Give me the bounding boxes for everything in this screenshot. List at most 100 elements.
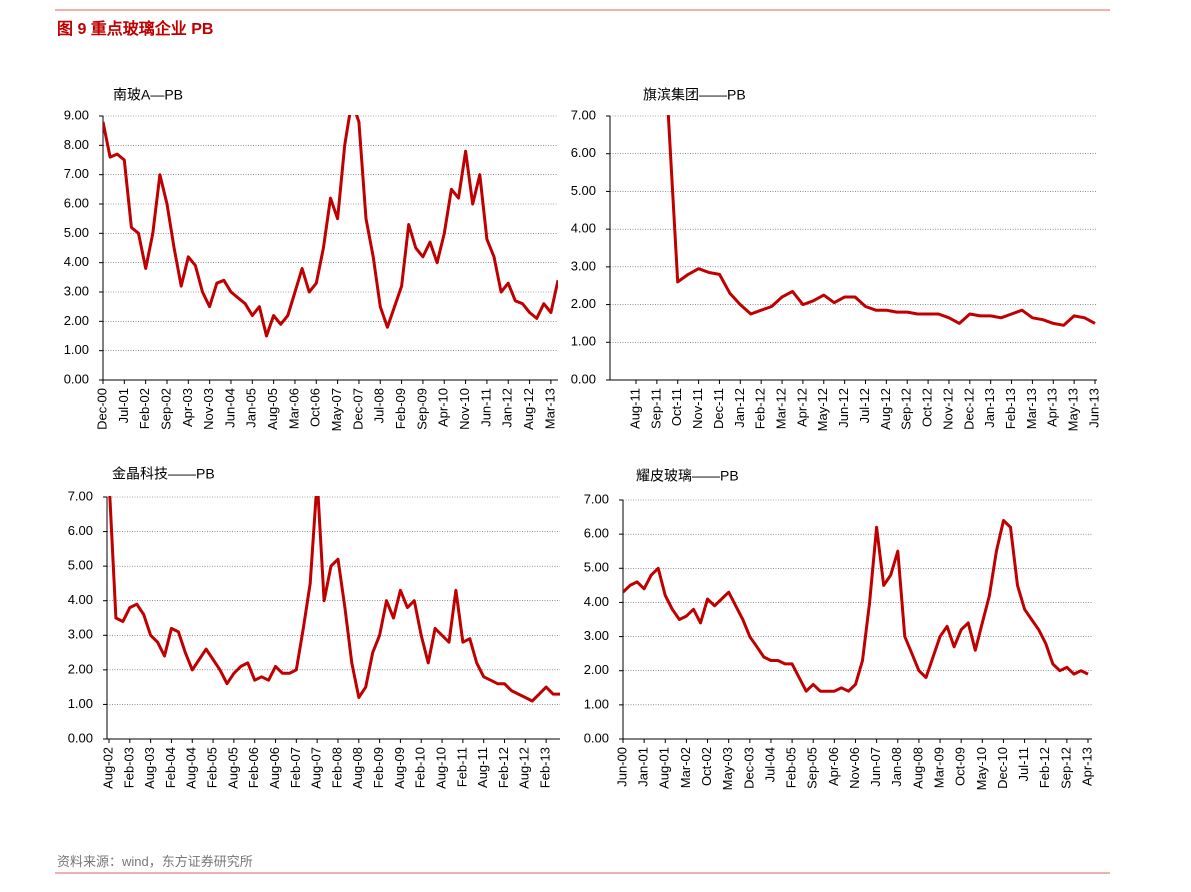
y-tick-label: 2.00 (64, 313, 89, 328)
x-tick-label: Jul-08 (372, 388, 387, 423)
x-tick-label: Jun-13 (1086, 388, 1101, 428)
y-tick-label: 2.00 (68, 661, 93, 676)
x-tick-label: Apr-10 (436, 388, 451, 427)
y-tick-label: 0.00 (584, 730, 609, 745)
y-tick-label: 2.00 (571, 296, 596, 311)
x-tick-label: Feb-13 (1003, 388, 1018, 429)
x-tick-label: Oct-11 (669, 388, 684, 426)
y-tick-label: 1.00 (584, 696, 609, 711)
x-tick-label: Oct-09 (953, 747, 968, 786)
y-tick-label: 0.00 (571, 371, 596, 386)
y-tick-label: 0.00 (68, 730, 93, 745)
y-tick-label: 9.00 (64, 107, 89, 122)
y-tick-label: 5.00 (64, 225, 89, 240)
x-tick-label: Nov-12 (940, 388, 955, 430)
x-tick-label: Dec-12 (961, 388, 976, 430)
x-tick-label: Feb-12 (496, 747, 511, 788)
x-tick-label: Feb-11 (454, 747, 469, 787)
chart-title: 旗滨集团——PB (643, 87, 746, 103)
x-tick-label: Feb-02 (137, 388, 152, 429)
x-tick-label: Mar-02 (678, 747, 693, 788)
x-tick-label: Dec-10 (995, 747, 1010, 789)
x-tick-label: Nov-10 (457, 388, 472, 430)
x-tick-label: Jan-08 (889, 747, 904, 787)
x-tick-label: Aug-08 (910, 747, 925, 789)
x-tick-label: Apr-12 (794, 388, 809, 427)
x-tick-label: Apr-13 (1079, 747, 1094, 786)
x-tick-label: Aug-11 (627, 388, 642, 429)
x-tick-label: May-12 (815, 388, 830, 431)
x-tick-label: Feb-03 (121, 747, 136, 788)
x-tick-label: Jun-11 (478, 388, 493, 427)
y-tick-label: 4.00 (64, 254, 89, 269)
x-tick-label: Feb-12 (1037, 747, 1052, 788)
x-tick-label: Sep-09 (414, 388, 429, 430)
x-tick-label: Feb-07 (288, 747, 303, 788)
x-tick-label: Aug-12 (517, 747, 532, 789)
x-tick-label: Aug-05 (225, 747, 240, 789)
x-tick-label: Feb-13 (538, 747, 553, 788)
x-tick-label: Jun-04 (222, 388, 237, 428)
x-tick-label: Feb-08 (329, 747, 344, 788)
chart-title: 耀皮玻璃——PB (636, 468, 739, 484)
y-tick-label: 4.00 (584, 594, 609, 609)
x-tick-label: Aug-05 (265, 388, 280, 430)
x-tick-label: Feb-09 (393, 388, 408, 429)
data-line (666, 115, 1096, 327)
y-tick-label: 4.00 (68, 592, 93, 607)
x-tick-label: Sep-11 (648, 388, 663, 429)
x-tick-label: May-10 (974, 747, 989, 790)
y-tick-label: 3.00 (64, 283, 89, 298)
y-tick-label: 6.00 (584, 526, 609, 541)
x-tick-label: Mar-09 (931, 747, 946, 788)
y-tick-label: 3.00 (68, 627, 93, 642)
x-tick-label: Aug-09 (392, 747, 407, 789)
x-tick-label: Mar-13 (542, 388, 557, 429)
x-tick-label: Dec-00 (94, 388, 109, 430)
x-tick-label: May-03 (720, 747, 735, 790)
x-tick-label: Aug-04 (184, 747, 199, 789)
x-tick-label: Jul-04 (762, 747, 777, 782)
x-tick-label: Jan-12 (732, 388, 747, 428)
y-tick-label: 5.00 (571, 183, 596, 198)
x-tick-label: Aug-10 (433, 747, 448, 789)
x-tick-label: Oct-12 (920, 388, 935, 427)
x-tick-label: Nov-11 (690, 388, 705, 429)
x-tick-label: Jan-13 (982, 388, 997, 428)
x-tick-label: Feb-06 (246, 747, 261, 788)
x-tick-label: Oct-02 (699, 747, 714, 786)
y-tick-label: 7.00 (64, 166, 89, 181)
x-tick-label: Feb-10 (413, 747, 428, 788)
x-tick-label: Apr-03 (180, 388, 195, 427)
y-tick-label: 8.00 (64, 137, 89, 152)
x-tick-label: Jan-01 (636, 747, 651, 787)
y-tick-label: 4.00 (571, 221, 596, 236)
y-tick-label: 7.00 (571, 107, 596, 122)
x-tick-label: Aug-12 (521, 388, 536, 430)
y-tick-label: 6.00 (68, 523, 93, 538)
x-tick-label: Feb-05 (784, 747, 799, 788)
x-tick-label: Aug-07 (309, 747, 324, 789)
x-tick-label: Sep-05 (805, 747, 820, 789)
x-tick-label: Aug-03 (142, 747, 157, 789)
x-tick-label: Jul-12 (857, 388, 872, 423)
x-tick-label: Mar-06 (286, 388, 301, 429)
x-tick-label: Jan-12 (500, 388, 515, 428)
x-tick-label: Jun-07 (868, 747, 883, 787)
x-tick-label: Oct-06 (308, 388, 323, 427)
x-tick-label: Aug-01 (657, 747, 672, 789)
y-tick-label: 5.00 (68, 558, 93, 573)
x-tick-label: Aug-06 (267, 747, 282, 789)
x-tick-label: Aug-08 (350, 747, 365, 789)
x-tick-label: Aug-11 (475, 747, 490, 788)
y-tick-label: 5.00 (584, 560, 609, 575)
y-tick-label: 6.00 (571, 145, 596, 160)
y-tick-label: 1.00 (68, 696, 93, 711)
x-tick-label: Feb-05 (205, 747, 220, 788)
x-tick-label: Dec-11 (711, 388, 726, 429)
x-tick-label: Feb-09 (371, 747, 386, 788)
x-tick-label: Jun-00 (614, 747, 629, 787)
data-line (623, 519, 1089, 693)
y-tick-label: 1.00 (64, 342, 89, 357)
